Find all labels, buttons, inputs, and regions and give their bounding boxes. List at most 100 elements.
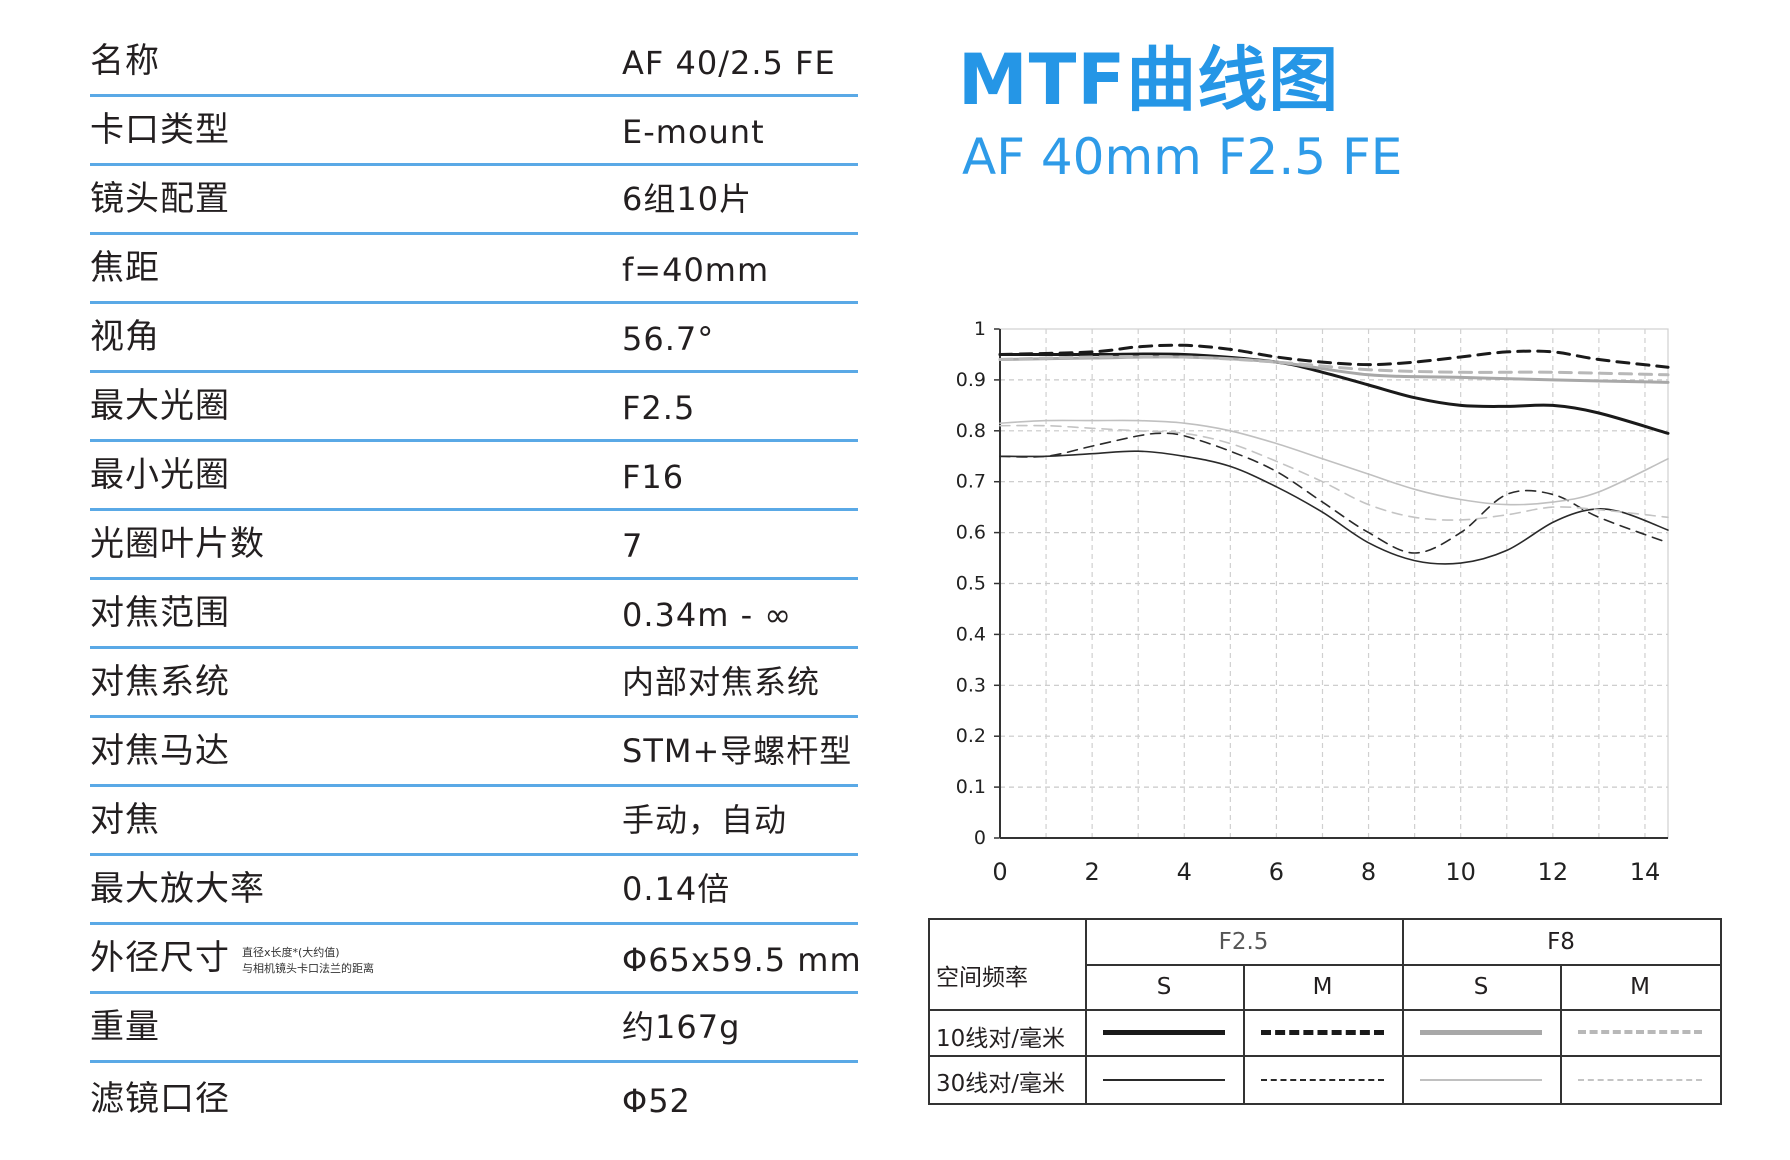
legend-swatch-f25-s-30	[1085, 1055, 1243, 1103]
legend-s-f25: S	[1156, 973, 1172, 1000]
spec-row-focus-mode: 对焦 手动，自动	[90, 787, 858, 856]
legend-swatch-f8-m-10	[1560, 1009, 1720, 1055]
x-tick-label: 0	[992, 858, 1007, 886]
spec-label: 视角	[90, 317, 160, 357]
spec-label: 对焦马达	[90, 731, 230, 771]
spec-label: 滤镜口径	[90, 1079, 230, 1119]
legend-swatch-f8-s-10	[1402, 1009, 1560, 1055]
spec-table: 名称 AF 40/2.5 FE 卡口类型 E-mount 镜头配置 6组10片 …	[90, 28, 861, 1132]
spec-value: 6组10片	[622, 180, 753, 218]
spec-row-filter: 滤镜口径 Φ52	[90, 1063, 858, 1132]
spec-row-magnification: 最大放大率 0.14倍	[90, 856, 858, 925]
mtf-series-F25-30-M	[999, 432, 1669, 554]
y-tick-label: 0.7	[956, 471, 986, 493]
spec-note-line: 直径x长度*(大约值)	[242, 946, 340, 959]
spec-value: 0.14倍	[622, 870, 731, 908]
y-tick-label: 0.8	[956, 420, 986, 442]
legend-m-f25: M	[1312, 973, 1333, 1000]
spec-value: F16	[622, 458, 685, 496]
x-tick-label: 10	[1445, 858, 1476, 886]
legend-swatch-f25-m-10	[1243, 1009, 1402, 1055]
mtf-series-F8-10-M	[998, 354, 1670, 377]
spec-row-min-aperture: 最小光圈 F16	[90, 442, 858, 511]
spec-value: 约167g	[622, 1008, 741, 1046]
spec-row-max-aperture: 最大光圈 F2.5	[90, 373, 858, 442]
x-tick-label: 14	[1630, 858, 1661, 886]
legend-aperture-f8: F8	[1547, 929, 1575, 955]
spec-value: F2.5	[622, 389, 696, 427]
spec-row-name: 名称 AF 40/2.5 FE	[90, 28, 858, 97]
spec-label: 卡口类型	[90, 110, 230, 150]
y-tick-label: 0.4	[956, 623, 986, 645]
spec-row-focus-system: 对焦系统 内部对焦系统	[90, 649, 858, 718]
legend-divider	[1560, 964, 1562, 1103]
spec-value: f=40mm	[622, 251, 770, 289]
y-tick-label: 0.9	[956, 369, 986, 391]
legend-freq-30: 30线对/毫米	[936, 1071, 1066, 1097]
spec-value: 内部对焦系统	[622, 663, 821, 701]
spec-row-dimensions: 外径尺寸 直径x长度*(大约值) 与相机镜头卡口法兰的距离 Φ65x59.5 m…	[90, 925, 861, 994]
mtf-chart: 00.10.20.30.40.50.60.70.80.910 2 4 6 8 10 12 14	[956, 318, 1670, 886]
legend-divider	[1243, 964, 1245, 1103]
spec-note-line: 与相机镜头卡口法兰的距离	[242, 962, 374, 975]
legend-m-f8: M	[1630, 973, 1650, 1000]
legend-swatch-f8-s-30	[1402, 1055, 1560, 1103]
legend-row-header: 空间频率	[936, 964, 1028, 991]
spec-note: 直径x长度*(大约值) 与相机镜头卡口法兰的距离	[242, 945, 374, 977]
spec-label: 对焦系统	[90, 662, 230, 702]
spec-value: Φ52	[622, 1082, 691, 1120]
legend-divider	[930, 1055, 1720, 1057]
spec-row-construction: 镜头配置 6组10片	[90, 166, 858, 235]
x-tick-label: 6	[1269, 858, 1284, 886]
mtf-series-F25-10-S	[998, 352, 1670, 435]
spec-value: 7	[622, 527, 644, 565]
legend-swatch-f25-s-10	[1085, 1009, 1243, 1055]
spec-value: Φ65x59.5 mm	[622, 941, 862, 979]
y-tick-label: 0.1	[956, 776, 986, 798]
spec-label: 对焦范围	[90, 593, 230, 633]
legend-freq-10: 10线对/毫米	[936, 1026, 1066, 1052]
legend-aperture-f25: F2.5	[1218, 929, 1269, 955]
spec-row-angle-of-view: 视角 56.7°	[90, 304, 858, 373]
spec-value: AF 40/2.5 FE	[622, 44, 836, 82]
page-title: MTF曲线图	[958, 39, 1340, 121]
y-tick-label: 0.2	[956, 725, 986, 747]
spec-label: 外径尺寸	[90, 938, 230, 978]
y-tick-label: 0.6	[956, 522, 986, 544]
x-tick-label: 2	[1084, 858, 1099, 886]
mtf-series-F25-10-M	[998, 343, 1670, 369]
mtf-series-F8-10-S	[998, 355, 1670, 384]
legend-divider	[930, 1009, 1720, 1011]
spec-value: 手动，自动	[622, 801, 788, 839]
spec-label: 最小光圈	[90, 455, 230, 495]
spec-label: 重量	[90, 1007, 160, 1047]
legend-divider	[1402, 920, 1404, 1103]
y-tick-label: 0	[974, 827, 986, 849]
spec-label: 最大光圈	[90, 386, 230, 426]
mtf-series-F8-30-M	[999, 424, 1669, 521]
y-tick-label: 1	[974, 318, 986, 340]
spec-row-focal-length: 焦距 f=40mm	[90, 235, 858, 304]
spec-label: 光圈叶片数	[90, 524, 265, 564]
page-subtitle: AF 40mm F2.5 FE	[962, 128, 1403, 186]
spec-row-mount: 卡口类型 E-mount	[90, 97, 858, 166]
spec-value: 0.34m - ∞	[622, 596, 792, 634]
legend-swatch-f8-m-30	[1560, 1055, 1720, 1103]
mtf-series-F8-30-S	[999, 419, 1669, 506]
chart-grid	[1000, 329, 1668, 838]
legend-divider	[1085, 920, 1087, 1103]
legend-divider	[1085, 964, 1720, 966]
legend-s-f8: S	[1473, 973, 1489, 1000]
x-tick-label: 12	[1538, 858, 1569, 886]
spec-value: STM+导螺杆型	[622, 732, 853, 770]
x-tick-label: 4	[1177, 858, 1192, 886]
y-tick-label: 0.3	[956, 674, 986, 696]
spec-label: 镜头配置	[90, 179, 230, 219]
spec-label: 焦距	[90, 248, 160, 288]
spec-label: 名称	[90, 41, 160, 81]
chart-axes	[994, 328, 1669, 839]
legend-table: 空间频率 F2.5 F8 S M S M 10线对/毫米 30线对/毫米	[928, 918, 1722, 1105]
legend-swatch-f25-m-30	[1243, 1055, 1402, 1103]
spec-row-weight: 重量 约167g	[90, 994, 858, 1063]
x-tick-label: 8	[1361, 858, 1376, 886]
